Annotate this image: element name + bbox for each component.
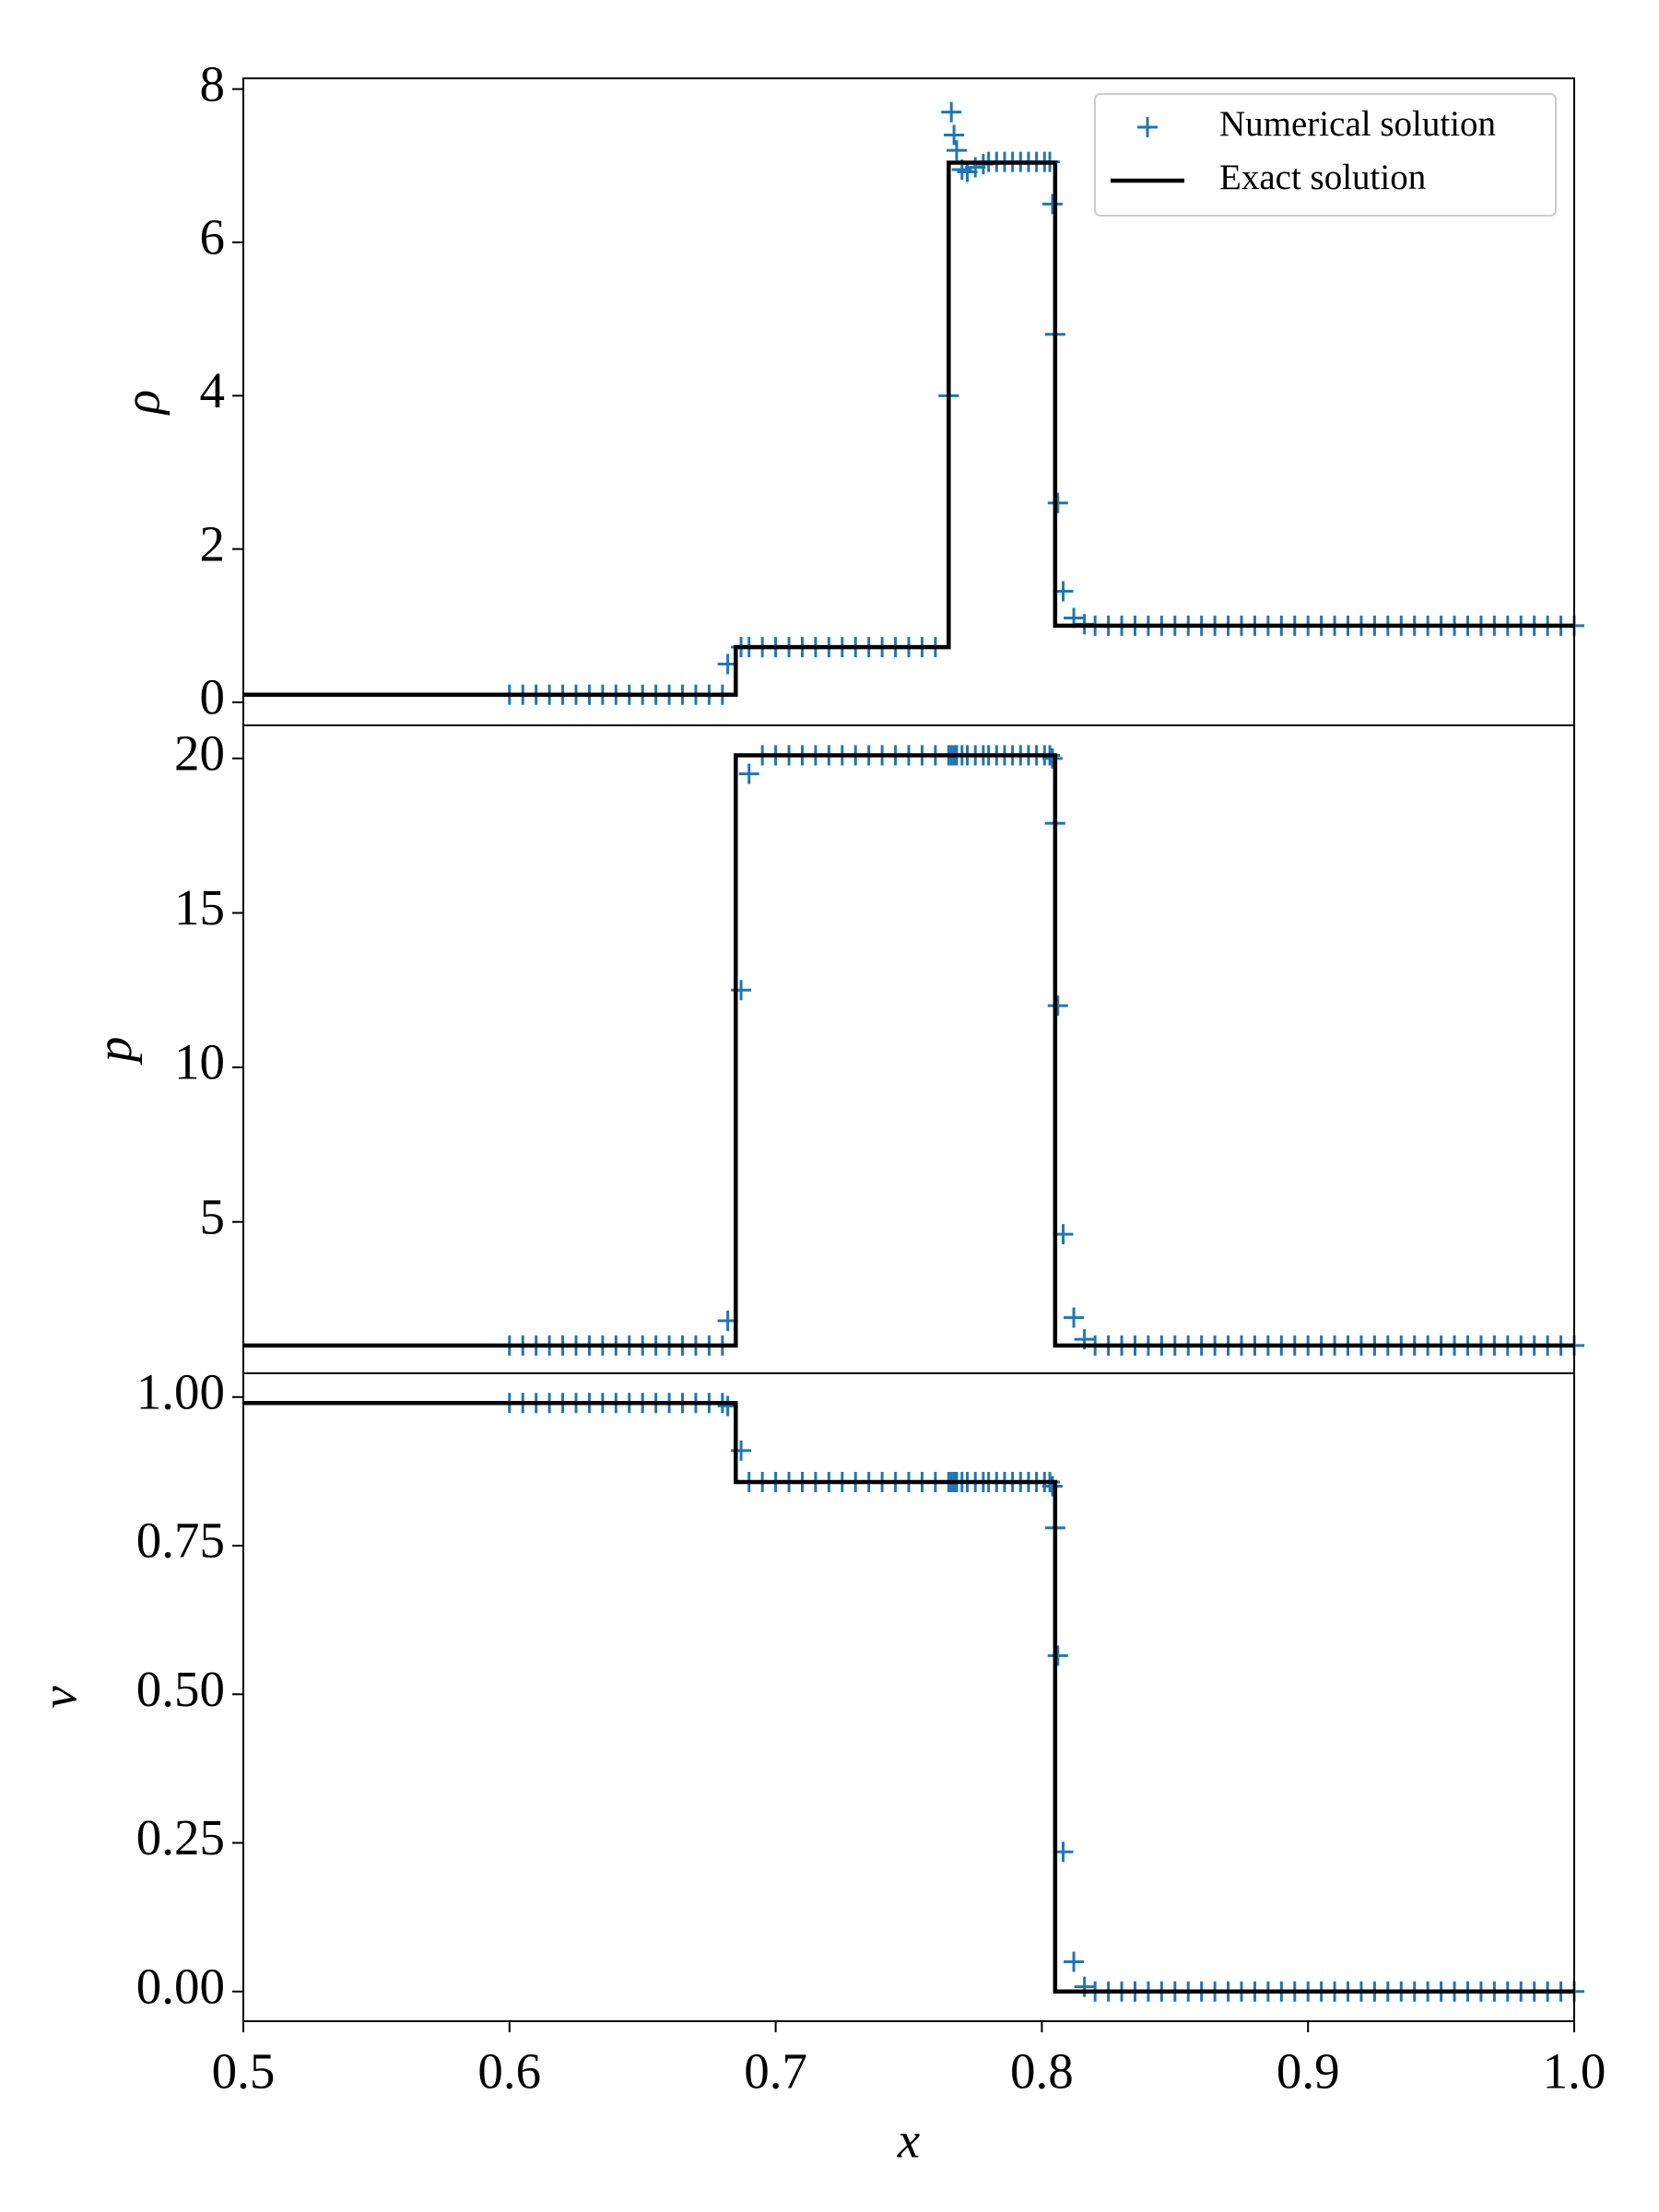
y-tick-label: 0.25 <box>136 1809 225 1865</box>
marker <box>1047 492 1068 513</box>
marker <box>944 124 965 146</box>
y-tick-label: 15 <box>174 879 225 935</box>
y-tick-label: 0.75 <box>136 1512 225 1569</box>
line <box>243 160 1574 697</box>
marker <box>1041 747 1063 769</box>
y-tick-label: 1.00 <box>136 1363 225 1419</box>
marker <box>1064 1951 1085 1972</box>
marker <box>1047 995 1068 1017</box>
x-tick-label: 0.7 <box>744 2043 807 2100</box>
y-tick-label: 8 <box>200 55 226 112</box>
x-tick-label: 0.8 <box>1010 2043 1074 2100</box>
marker <box>1074 1976 1095 1997</box>
marker <box>1041 194 1063 215</box>
marker <box>1064 1307 1085 1328</box>
y-tick-label: 0.00 <box>136 1958 225 2014</box>
y-tick-label: 20 <box>174 724 225 781</box>
legend-label: Numerical solution <box>1219 104 1496 144</box>
x-axis-label: x <box>897 2112 921 2169</box>
axes-frame <box>242 1372 1575 2022</box>
y-tick-label: 6 <box>200 209 226 265</box>
y-tick-label: 10 <box>174 1034 225 1090</box>
legend-label: Exact solution <box>1219 158 1426 197</box>
marker <box>941 101 962 123</box>
marker <box>738 763 759 784</box>
y-tick-label: 0 <box>200 669 226 725</box>
x-tick-label: 0.5 <box>212 2043 276 2100</box>
y-tick-label: 5 <box>200 1188 226 1244</box>
marker <box>1041 1476 1063 1497</box>
y-axis-label: p <box>87 1037 143 1066</box>
marker <box>1047 1645 1068 1666</box>
legend-box <box>1094 93 1557 217</box>
y-tick-label: 2 <box>200 515 226 571</box>
x-tick-label: 0.6 <box>477 2043 541 2100</box>
marker <box>946 140 967 161</box>
axes-frame <box>242 724 1575 1374</box>
x-tick-label: 0.9 <box>1277 2043 1340 2100</box>
line <box>243 1401 1574 1994</box>
y-tick-label: 0.50 <box>136 1661 225 1717</box>
line <box>243 753 1574 1348</box>
y-tick-label: 4 <box>200 362 226 418</box>
y-axis-label: ρ <box>114 390 171 416</box>
y-axis-label: v <box>31 1686 88 1709</box>
legend-marker <box>1137 117 1158 137</box>
x-tick-label: 1.0 <box>1543 2043 1606 2100</box>
